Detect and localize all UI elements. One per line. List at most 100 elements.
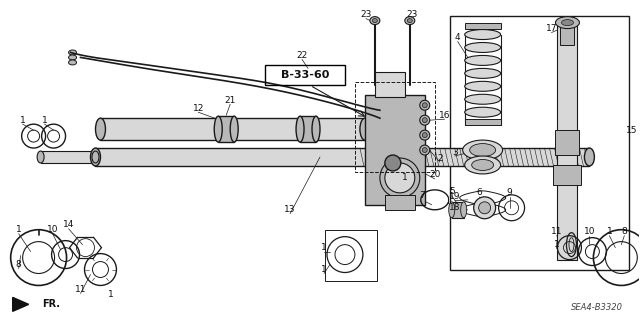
Bar bbox=[355, 82, 435, 172]
Ellipse shape bbox=[465, 68, 500, 78]
Bar bbox=[365, 95, 425, 205]
Bar bbox=[452, 202, 464, 218]
Text: 18: 18 bbox=[449, 203, 460, 212]
Ellipse shape bbox=[230, 116, 238, 142]
Bar bbox=[325, 230, 377, 281]
Text: 2: 2 bbox=[437, 153, 442, 162]
Text: 1: 1 bbox=[607, 227, 612, 236]
Ellipse shape bbox=[465, 42, 500, 52]
Ellipse shape bbox=[472, 160, 493, 170]
Bar bbox=[265, 65, 345, 85]
Text: 1: 1 bbox=[321, 243, 327, 252]
Text: 1: 1 bbox=[16, 225, 22, 234]
Bar bbox=[561, 26, 575, 46]
Ellipse shape bbox=[465, 156, 500, 174]
Ellipse shape bbox=[360, 118, 370, 140]
Text: 1: 1 bbox=[108, 290, 113, 299]
Ellipse shape bbox=[68, 50, 77, 55]
Bar bbox=[556, 130, 579, 155]
Ellipse shape bbox=[374, 110, 381, 115]
Ellipse shape bbox=[420, 115, 430, 125]
Text: 15: 15 bbox=[625, 126, 637, 135]
Polygon shape bbox=[13, 297, 29, 311]
Text: 10: 10 bbox=[47, 225, 58, 234]
Ellipse shape bbox=[407, 19, 412, 23]
Text: 20: 20 bbox=[429, 170, 440, 179]
Bar bbox=[40, 151, 95, 163]
Ellipse shape bbox=[420, 130, 430, 140]
Ellipse shape bbox=[370, 17, 380, 25]
Text: FR.: FR. bbox=[43, 299, 61, 309]
Bar bbox=[465, 23, 500, 29]
Text: 14: 14 bbox=[63, 220, 74, 229]
Ellipse shape bbox=[463, 140, 502, 160]
Ellipse shape bbox=[465, 107, 500, 117]
Text: 4: 4 bbox=[455, 33, 461, 42]
Ellipse shape bbox=[68, 55, 77, 60]
Bar bbox=[95, 148, 589, 166]
Bar bbox=[385, 195, 415, 210]
Text: 22: 22 bbox=[296, 51, 308, 60]
Bar bbox=[450, 16, 629, 270]
Text: 13: 13 bbox=[284, 205, 296, 214]
Ellipse shape bbox=[461, 202, 467, 218]
Circle shape bbox=[479, 202, 491, 214]
Ellipse shape bbox=[465, 30, 500, 40]
Ellipse shape bbox=[561, 19, 573, 26]
Text: SEA4-B3320: SEA4-B3320 bbox=[572, 303, 623, 312]
Text: 1: 1 bbox=[20, 116, 26, 125]
Ellipse shape bbox=[90, 148, 100, 166]
Ellipse shape bbox=[556, 17, 579, 29]
Circle shape bbox=[385, 163, 415, 193]
Text: 16: 16 bbox=[439, 111, 451, 120]
Text: 1: 1 bbox=[42, 116, 47, 125]
Text: 7: 7 bbox=[419, 191, 425, 200]
Ellipse shape bbox=[422, 133, 428, 137]
Ellipse shape bbox=[92, 151, 99, 163]
Ellipse shape bbox=[449, 202, 454, 218]
Ellipse shape bbox=[312, 116, 320, 142]
Bar bbox=[100, 118, 365, 140]
Text: 3: 3 bbox=[452, 147, 458, 157]
Ellipse shape bbox=[68, 60, 77, 65]
Text: 10: 10 bbox=[584, 227, 595, 236]
Ellipse shape bbox=[465, 81, 500, 91]
Ellipse shape bbox=[465, 94, 500, 104]
Ellipse shape bbox=[372, 19, 378, 23]
Circle shape bbox=[474, 197, 495, 219]
Ellipse shape bbox=[214, 116, 222, 142]
Text: 1: 1 bbox=[554, 240, 559, 249]
Text: 11: 11 bbox=[75, 285, 86, 294]
Circle shape bbox=[380, 158, 420, 198]
Ellipse shape bbox=[422, 118, 428, 123]
Ellipse shape bbox=[37, 151, 44, 163]
Text: 19: 19 bbox=[449, 192, 460, 201]
Bar bbox=[375, 72, 405, 97]
Bar bbox=[465, 119, 500, 125]
Text: 8: 8 bbox=[16, 260, 22, 269]
Ellipse shape bbox=[405, 17, 415, 25]
Text: 9: 9 bbox=[507, 188, 513, 197]
Text: 1: 1 bbox=[402, 174, 408, 182]
Circle shape bbox=[385, 155, 401, 171]
Text: 17: 17 bbox=[546, 24, 557, 33]
Text: 1: 1 bbox=[321, 265, 327, 274]
Ellipse shape bbox=[584, 148, 595, 166]
Ellipse shape bbox=[296, 116, 304, 142]
Ellipse shape bbox=[422, 148, 428, 152]
Bar bbox=[554, 165, 581, 185]
Bar bbox=[300, 116, 316, 142]
Bar bbox=[218, 116, 234, 142]
Ellipse shape bbox=[422, 103, 428, 108]
Text: 21: 21 bbox=[225, 96, 236, 105]
Ellipse shape bbox=[470, 144, 495, 157]
Text: 8: 8 bbox=[621, 227, 627, 236]
Text: B-33-60: B-33-60 bbox=[281, 70, 329, 80]
Bar bbox=[557, 21, 577, 260]
Text: 12: 12 bbox=[193, 104, 204, 113]
Ellipse shape bbox=[420, 145, 430, 155]
Ellipse shape bbox=[374, 100, 381, 105]
Text: 23: 23 bbox=[360, 10, 372, 19]
Text: 5: 5 bbox=[449, 187, 454, 197]
Ellipse shape bbox=[465, 56, 500, 65]
